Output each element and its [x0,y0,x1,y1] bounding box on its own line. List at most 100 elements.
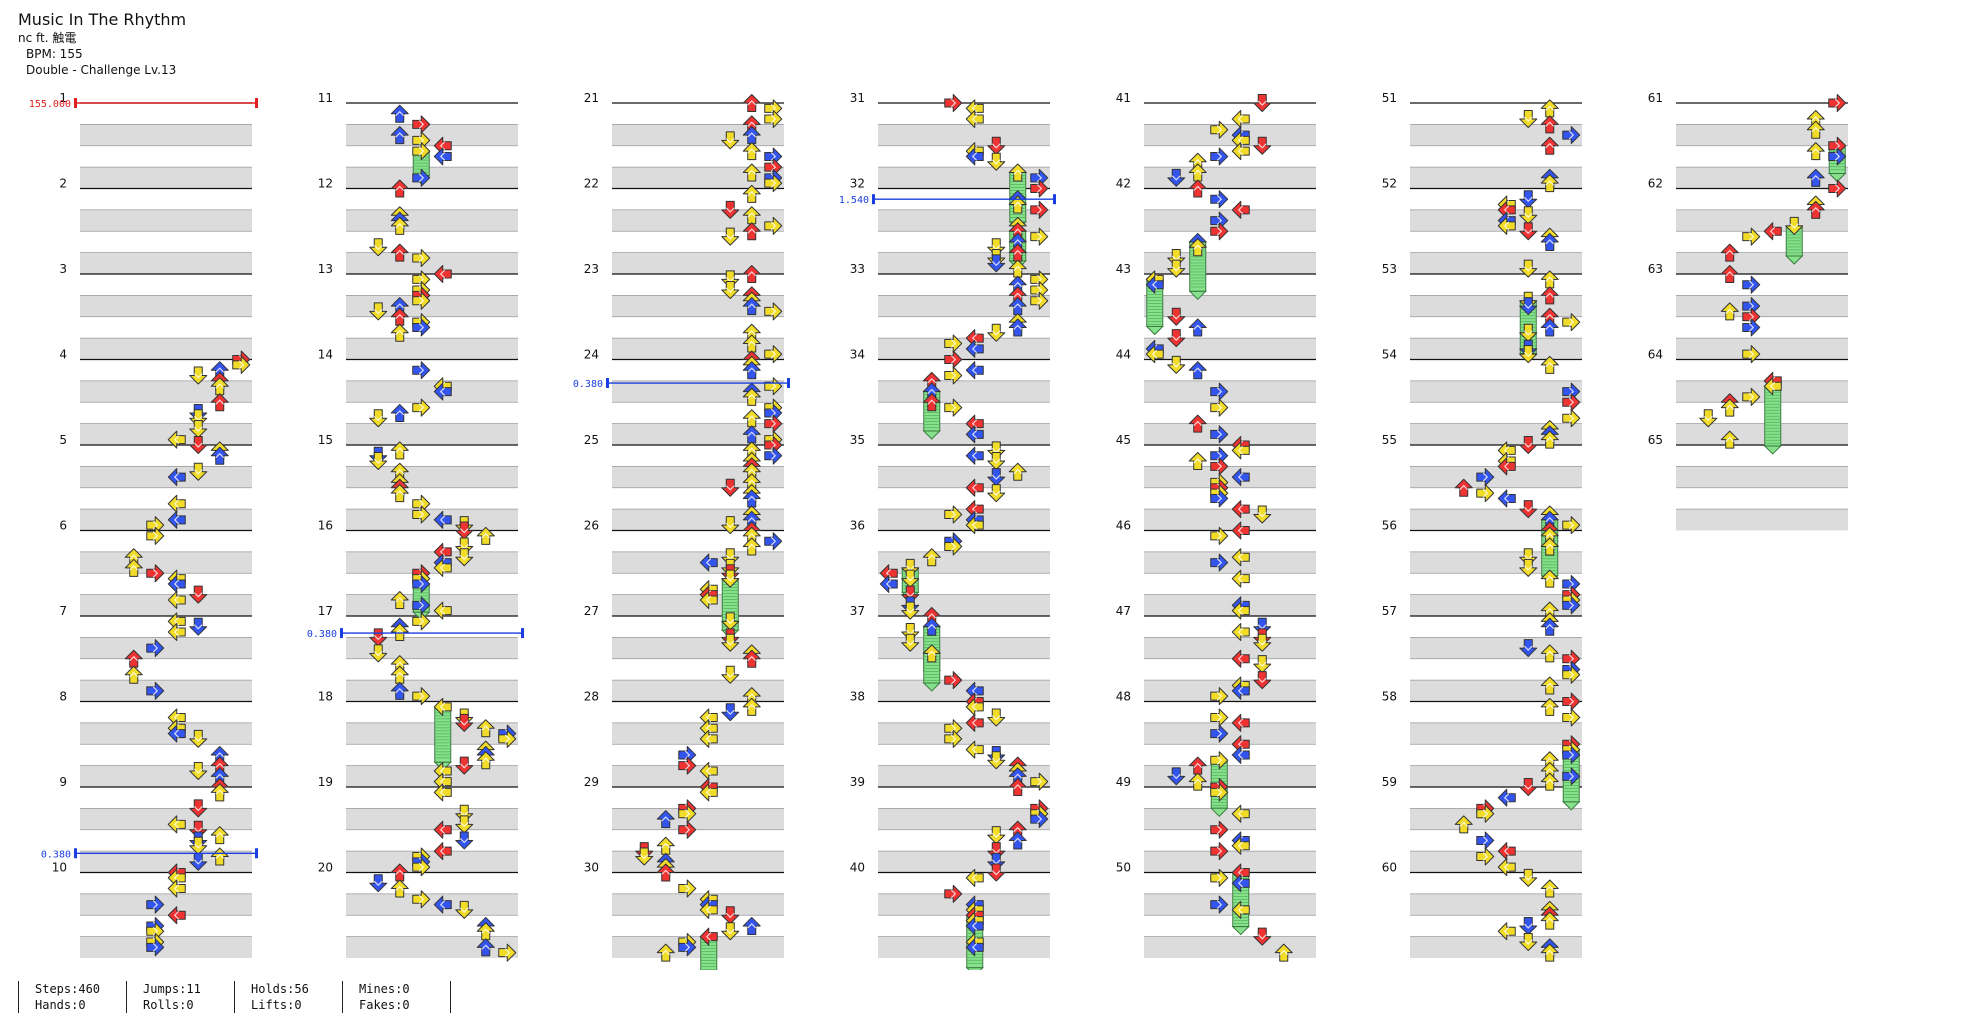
stat-mines: Mines:0 [359,982,410,996]
beat-band [1676,167,1848,189]
left-arrow-icon [699,590,718,609]
up-arrow-icon [1720,430,1739,449]
left-arrow-icon [1231,713,1250,732]
up-arrow-icon [1720,265,1739,283]
measure-number: 1 [59,91,67,105]
up-arrow-icon [390,879,409,898]
beat-band [612,252,784,274]
down-arrow-icon [1519,206,1538,225]
down-arrow-icon [189,366,208,385]
hold-note [433,706,452,771]
down-arrow-icon [721,281,740,300]
down-arrow-icon [721,569,740,588]
measure-number: 18 [318,690,333,704]
up-arrow-icon [1540,911,1559,930]
beat-band [80,380,252,403]
right-arrow-icon [412,574,431,593]
beat-band [878,167,1050,189]
beat-band [80,722,252,745]
song-header: Music In The Rhythm nc ft. 触電 BPM: 155 D… [18,10,186,78]
hold-note [1763,385,1782,455]
down-arrow-icon [1519,916,1538,935]
measure-number: 33 [850,262,865,276]
beat-band [1676,423,1848,445]
measure-number: 43 [1116,262,1131,276]
up-arrow-icon [1720,243,1739,262]
right-arrow-icon [1030,291,1049,310]
right-arrow-icon [1210,868,1229,887]
down-arrow-icon [1519,500,1538,519]
right-arrow-icon [1030,772,1049,791]
measure-number: 39 [850,775,865,789]
beat-band [80,124,252,146]
right-arrow-icon [1210,820,1229,839]
up-arrow-icon [742,265,761,283]
measure-number: 57 [1382,604,1397,618]
measure-number: 3 [59,262,67,276]
measure-number: 19 [318,775,333,789]
up-arrow-icon [1540,99,1559,118]
measure-number: 59 [1382,775,1397,789]
beat-band [1676,466,1848,488]
down-arrow-icon [721,131,740,150]
beat-band [1144,594,1316,616]
beat-band [878,808,1050,830]
up-arrow-icon [656,810,675,829]
song-bpm: BPM: 155 [26,47,83,61]
up-arrow-icon [1540,697,1559,716]
right-arrow-icon [1030,179,1049,198]
measure-number: 20 [318,861,333,875]
left-arrow-icon [433,558,452,577]
up-arrow-icon [742,697,761,716]
up-arrow-icon [742,297,761,316]
right-arrow-icon [412,890,431,909]
down-arrow-icon [721,665,740,684]
up-arrow-icon [742,94,761,112]
beat-band [80,936,252,958]
chart-column-7: 61 62 63 64 65 [1648,91,1848,531]
left-arrow-icon [699,729,718,748]
beat-band [1144,680,1316,702]
beat-band [878,252,1050,274]
left-arrow-icon [699,783,718,802]
down-arrow-icon [189,617,208,636]
beat-band [1410,167,1582,189]
down-arrow-icon [721,516,740,535]
right-arrow-icon [764,532,783,551]
up-arrow-icon [1008,462,1027,481]
measure-number: 52 [1382,177,1397,191]
left-arrow-icon [1231,836,1250,855]
left-arrow-icon [1231,804,1250,823]
right-arrow-icon [1210,398,1229,417]
stat-jumps: Jumps:11 [143,982,201,996]
beat-band [1144,936,1316,958]
up-arrow-icon [742,387,761,406]
measure-number: 16 [318,519,333,533]
up-arrow-icon [1540,115,1559,134]
down-arrow-icon [635,847,654,866]
beat-band [80,338,252,360]
right-arrow-icon [1828,94,1847,112]
chart-column-3: 21 22 23 24 25 26 27 28 29 30 [584,91,784,958]
beat-band [1410,252,1582,274]
measure-number: 46 [1116,519,1131,533]
right-arrow-icon [412,612,431,631]
up-arrow-icon [1188,318,1207,337]
left-arrow-icon [1231,623,1250,642]
beat-band [612,851,784,873]
bpm-change-marker: 155.000 [29,98,258,110]
up-arrow-icon [742,649,761,668]
chart-column-4: 31 32 33 34 35 36 37 38 39 40 [850,91,1050,958]
bpm-value: 0.380 [573,379,603,390]
beat-band [1144,551,1316,574]
up-arrow-icon [1454,478,1473,497]
measure-number: 63 [1648,262,1663,276]
beat-band [1676,380,1848,403]
up-arrow-icon [1806,200,1825,219]
down-arrow-icon [455,831,474,850]
left-arrow-icon [433,601,452,620]
left-arrow-icon [965,361,984,380]
measure-number: 58 [1382,690,1397,704]
measure-number: 60 [1382,861,1397,875]
down-arrow-icon [1785,216,1804,235]
